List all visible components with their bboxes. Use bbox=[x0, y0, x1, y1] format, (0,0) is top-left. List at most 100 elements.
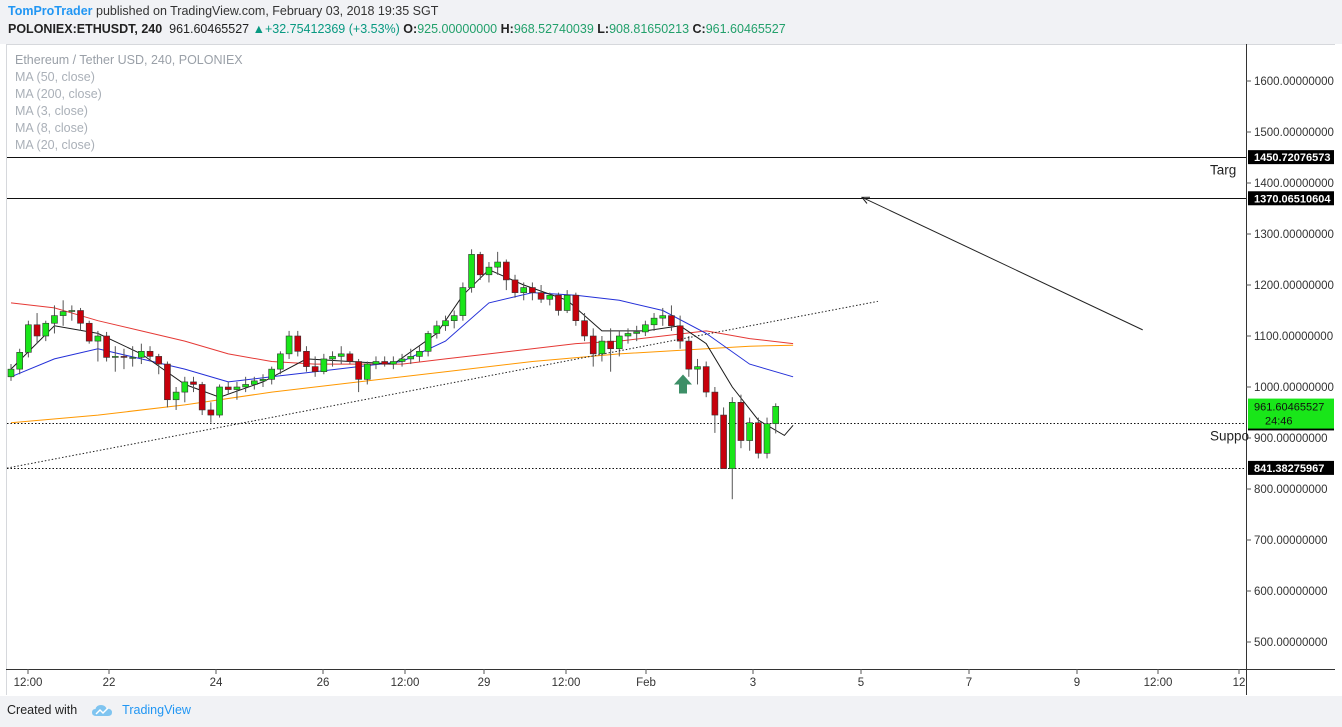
candle-up bbox=[337, 353, 345, 357]
symbol-ohlc-line: POLONIEX:ETHUSDT, 240 961.60465527 ▲+32.… bbox=[8, 22, 786, 36]
candle-down bbox=[581, 320, 588, 337]
drawings[interactable] bbox=[6, 196, 1143, 469]
bar-countdown-label: 24:46 bbox=[1265, 416, 1293, 428]
candle-up bbox=[329, 356, 336, 360]
candle-up bbox=[7, 368, 15, 378]
projection-arrow bbox=[861, 196, 1143, 331]
chart-area[interactable] bbox=[6, 44, 1335, 696]
candle-up bbox=[242, 384, 249, 388]
candle-down bbox=[207, 409, 215, 416]
level-annotation: Suppo bbox=[1210, 429, 1249, 444]
horizontal-levels[interactable]: Targ Suppo bbox=[7, 157, 1249, 469]
moving-averages bbox=[10, 269, 794, 437]
candle-up bbox=[598, 340, 606, 355]
y-tick-label: 1500.00000000 bbox=[1254, 127, 1334, 139]
candle-up bbox=[51, 315, 58, 324]
candle-down bbox=[381, 361, 388, 365]
candle-down bbox=[355, 361, 362, 380]
candle-up bbox=[16, 352, 23, 370]
candle-up bbox=[363, 363, 371, 380]
y-tick-label: 500.00000000 bbox=[1254, 637, 1328, 649]
last-price: 961.60465527 bbox=[169, 22, 250, 36]
open-value: 925.00000000 bbox=[417, 22, 498, 36]
candle-up bbox=[277, 353, 284, 370]
candle-down bbox=[103, 335, 110, 358]
legend-study-ma200[interactable]: MA (200, close) bbox=[15, 87, 102, 101]
current-price-label: 961.60465527 bbox=[1254, 402, 1324, 414]
candle-down bbox=[720, 414, 727, 469]
candle-up bbox=[259, 379, 267, 382]
created-with: Created with TradingView bbox=[7, 703, 191, 717]
y-tick-label: 700.00000000 bbox=[1254, 535, 1328, 547]
price-axis[interactable]: 1600.00000000 1500.00000000 1400.00000000 1… bbox=[1246, 76, 1334, 649]
legend-title[interactable]: Ethereum / Tether USD, 240, POLONIEX bbox=[15, 53, 243, 67]
candle-down bbox=[294, 335, 302, 352]
candle-up bbox=[416, 350, 423, 357]
ma-200-line bbox=[10, 344, 794, 424]
level-price-badge bbox=[1248, 191, 1334, 206]
low-label: L: bbox=[597, 22, 610, 36]
y-tick-label: 800.00000000 bbox=[1254, 484, 1328, 496]
candle-down bbox=[190, 381, 197, 385]
level-price-badge bbox=[1248, 150, 1334, 165]
candle-up bbox=[25, 324, 32, 353]
candle-down bbox=[702, 366, 710, 393]
x-tick-label: 12:00 bbox=[391, 677, 420, 689]
candle-up bbox=[398, 358, 406, 362]
candle-up bbox=[138, 350, 145, 358]
x-tick-label: 12:00 bbox=[1144, 677, 1173, 689]
price-badges: 1450.720765731370.06510604928.5734035184… bbox=[1248, 150, 1334, 475]
publisher-link[interactable]: TomProTrader bbox=[8, 4, 93, 18]
candle-down bbox=[737, 401, 745, 441]
candle-up bbox=[650, 317, 658, 326]
legend-study-ma50[interactable]: MA (50, close) bbox=[15, 70, 95, 84]
y-tick-label: 600.00000000 bbox=[1254, 586, 1328, 598]
trendline bbox=[6, 300, 879, 469]
level-price-badge-label: 1370.06510604 bbox=[1254, 193, 1331, 205]
candle-up bbox=[68, 310, 76, 312]
candle-down bbox=[755, 422, 762, 454]
time-axis[interactable]: 12:00 22 24 26 12:00 29 12:00 Feb 3 5 7 9 12:00 12 bbox=[14, 669, 1246, 689]
tradingview-cloud-icon bbox=[91, 705, 112, 717]
candle-up bbox=[772, 406, 780, 425]
candle-up bbox=[694, 366, 701, 370]
legend-study-ma8[interactable]: MA (8, close) bbox=[15, 121, 88, 135]
candle-up bbox=[459, 287, 467, 316]
tradingview-link[interactable]: TradingView bbox=[122, 703, 191, 717]
candle-down bbox=[668, 315, 675, 327]
y-tick-label: 900.00000000 bbox=[1254, 433, 1328, 445]
footer-bar: Created with TradingView bbox=[0, 696, 1342, 727]
candle-up bbox=[624, 333, 632, 337]
created-with-text: Created with bbox=[7, 703, 78, 717]
x-tick-label: 3 bbox=[750, 677, 756, 689]
ma-20-line bbox=[10, 292, 794, 383]
candle-up bbox=[520, 287, 528, 293]
low-value: 908.81650213 bbox=[609, 22, 690, 36]
candle-up bbox=[111, 356, 119, 358]
candle-down bbox=[311, 366, 319, 373]
candle-up bbox=[763, 423, 771, 454]
candle-up bbox=[285, 335, 293, 355]
candle-up bbox=[268, 368, 276, 380]
y-tick-label: 1000.00000000 bbox=[1254, 382, 1334, 394]
chart-header: TomProTrader published on TradingView.co… bbox=[0, 0, 1342, 44]
level-price-badge-label: 841.38275967 bbox=[1254, 463, 1324, 475]
candle-up bbox=[659, 315, 667, 319]
candle-up bbox=[42, 322, 50, 337]
legend-study-ma20[interactable]: MA (20, close) bbox=[15, 138, 95, 152]
candle-up bbox=[728, 401, 736, 469]
y-tick-label: 1400.00000000 bbox=[1254, 178, 1334, 190]
candle-up bbox=[320, 358, 328, 373]
x-tick-label: 12 bbox=[1233, 677, 1246, 689]
candle-up bbox=[233, 386, 241, 390]
x-tick-label: 26 bbox=[317, 677, 330, 689]
candle-down bbox=[476, 254, 484, 276]
y-tick-label: 1200.00000000 bbox=[1254, 280, 1334, 292]
candle-up bbox=[424, 333, 432, 352]
candle-down bbox=[529, 287, 536, 293]
high-label: H: bbox=[500, 22, 514, 36]
candle-up bbox=[172, 391, 180, 401]
triangle-up-icon: ▲ bbox=[252, 22, 265, 36]
legend-study-ma3[interactable]: MA (3, close) bbox=[15, 104, 88, 118]
